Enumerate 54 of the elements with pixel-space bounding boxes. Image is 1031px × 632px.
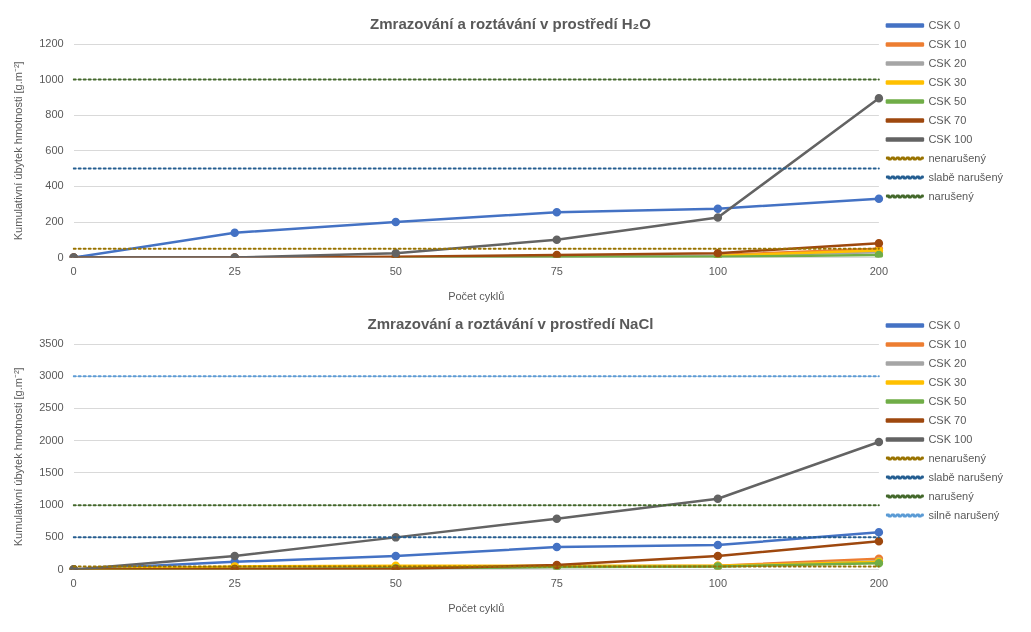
legend-label: narušený (928, 489, 975, 502)
legend-label: CSK 30 (928, 75, 967, 88)
y-tick-label: 1200 (39, 37, 64, 50)
y-tick-label: 600 (45, 143, 64, 156)
x-tick-label: 50 (389, 265, 402, 278)
x-tick-label: 25 (228, 577, 241, 590)
y-tick-label: 0 (57, 562, 64, 575)
legend-label: CSK 10 (928, 37, 967, 50)
legend-label: silně narušený (928, 508, 1000, 521)
y-tick-label: 2000 (39, 433, 64, 446)
chart-title: Zmrazování a roztávání v prostředí NaCl (367, 315, 654, 333)
y-tick-label: 1000 (39, 498, 64, 511)
y-tick-label: 3500 (39, 337, 64, 350)
legend-label: CSK 70 (928, 113, 967, 126)
legend-label: CSK 100 (928, 432, 973, 445)
legend-label: CSK 10 (928, 337, 967, 350)
legend-label: nenarušený (928, 451, 987, 464)
legend-label: CSK 30 (928, 375, 967, 388)
x-axis-title: Počet cyklů (448, 290, 505, 303)
y-tick-label: 200 (45, 215, 64, 228)
x-tick-label: 50 (389, 577, 402, 590)
legend-label: CSK 0 (928, 318, 961, 331)
y-axis-title: Kumulativní úbytek hmotnosti [g.m⁻²] (11, 61, 24, 241)
x-axis-title: Počet cyklů (448, 602, 505, 615)
legend-label: slabě narušený (928, 170, 1004, 183)
legend-label: CSK 20 (928, 356, 967, 369)
x-tick-label: 75 (550, 577, 563, 590)
y-tick-label: 1500 (39, 465, 64, 478)
y-tick-label: 400 (45, 179, 64, 192)
legend-label: narušený (928, 189, 975, 202)
x-tick-label: 0 (70, 265, 77, 278)
y-tick-label: 800 (45, 108, 64, 121)
legend-label: CSK 100 (928, 132, 973, 145)
y-axis-title: Kumulativní úbytek hmotnosti [g.m⁻²] (11, 367, 24, 547)
chart-title: Zmrazování a roztávání v prostředí H₂O (370, 15, 652, 33)
legend-label: CSK 20 (928, 56, 967, 69)
y-tick-label: 500 (45, 530, 64, 543)
legend-label: CSK 50 (928, 94, 967, 107)
x-tick-label: 200 (869, 577, 889, 590)
y-tick-label: 0 (57, 250, 64, 263)
x-tick-label: 0 (70, 577, 77, 590)
legend-label: CSK 0 (928, 18, 961, 31)
y-tick-label: 3000 (39, 369, 64, 382)
x-tick-label: 25 (228, 265, 241, 278)
legend-label: slabě narušený (928, 470, 1004, 483)
x-tick-label: 100 (708, 577, 728, 590)
legend-label: CSK 50 (928, 394, 967, 407)
x-tick-label: 200 (869, 265, 889, 278)
x-tick-label: 75 (550, 265, 563, 278)
legend-label: CSK 70 (928, 413, 967, 426)
y-tick-label: 1000 (39, 72, 64, 85)
x-tick-label: 100 (708, 265, 728, 278)
legend-label: nenarušený (928, 151, 987, 164)
y-tick-label: 2500 (39, 401, 64, 414)
